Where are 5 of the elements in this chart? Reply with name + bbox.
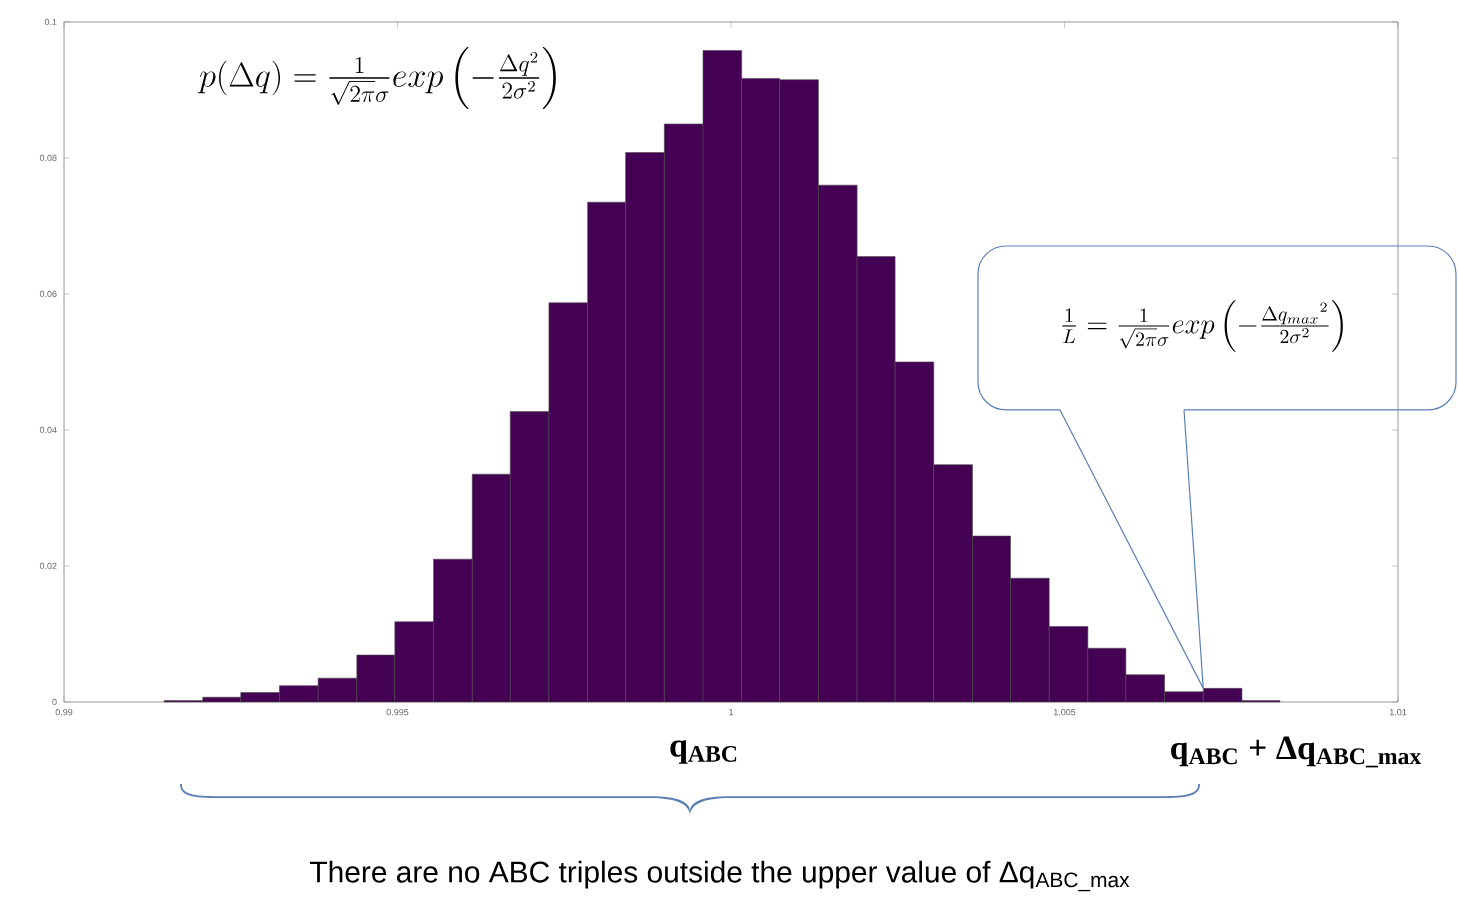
annotation: $p(\Delta q) = \frac{1}{\sqrt{2\pi}\sigma} exp\left(-\frac{\Delta q^2}{2\sigma^2}\right)$	[197, 46, 556, 109]
text: q$_{ABC}$ + Δq$_{ABC_max}$	[1171, 736, 1422, 768]
text: There are no ABC triples outside the upper value of Δq$_{ABC_max}$	[310, 860, 1130, 892]
annotation: $\frac{1}{L} = \frac{1}{\sqrt{2\pi}\sigma} exp\left(-\frac{{\Delta q_{max}}^2}{2\sigma^2}\right)$	[1062, 300, 1343, 352]
text: q$_{ABC}$	[670, 740, 737, 764]
